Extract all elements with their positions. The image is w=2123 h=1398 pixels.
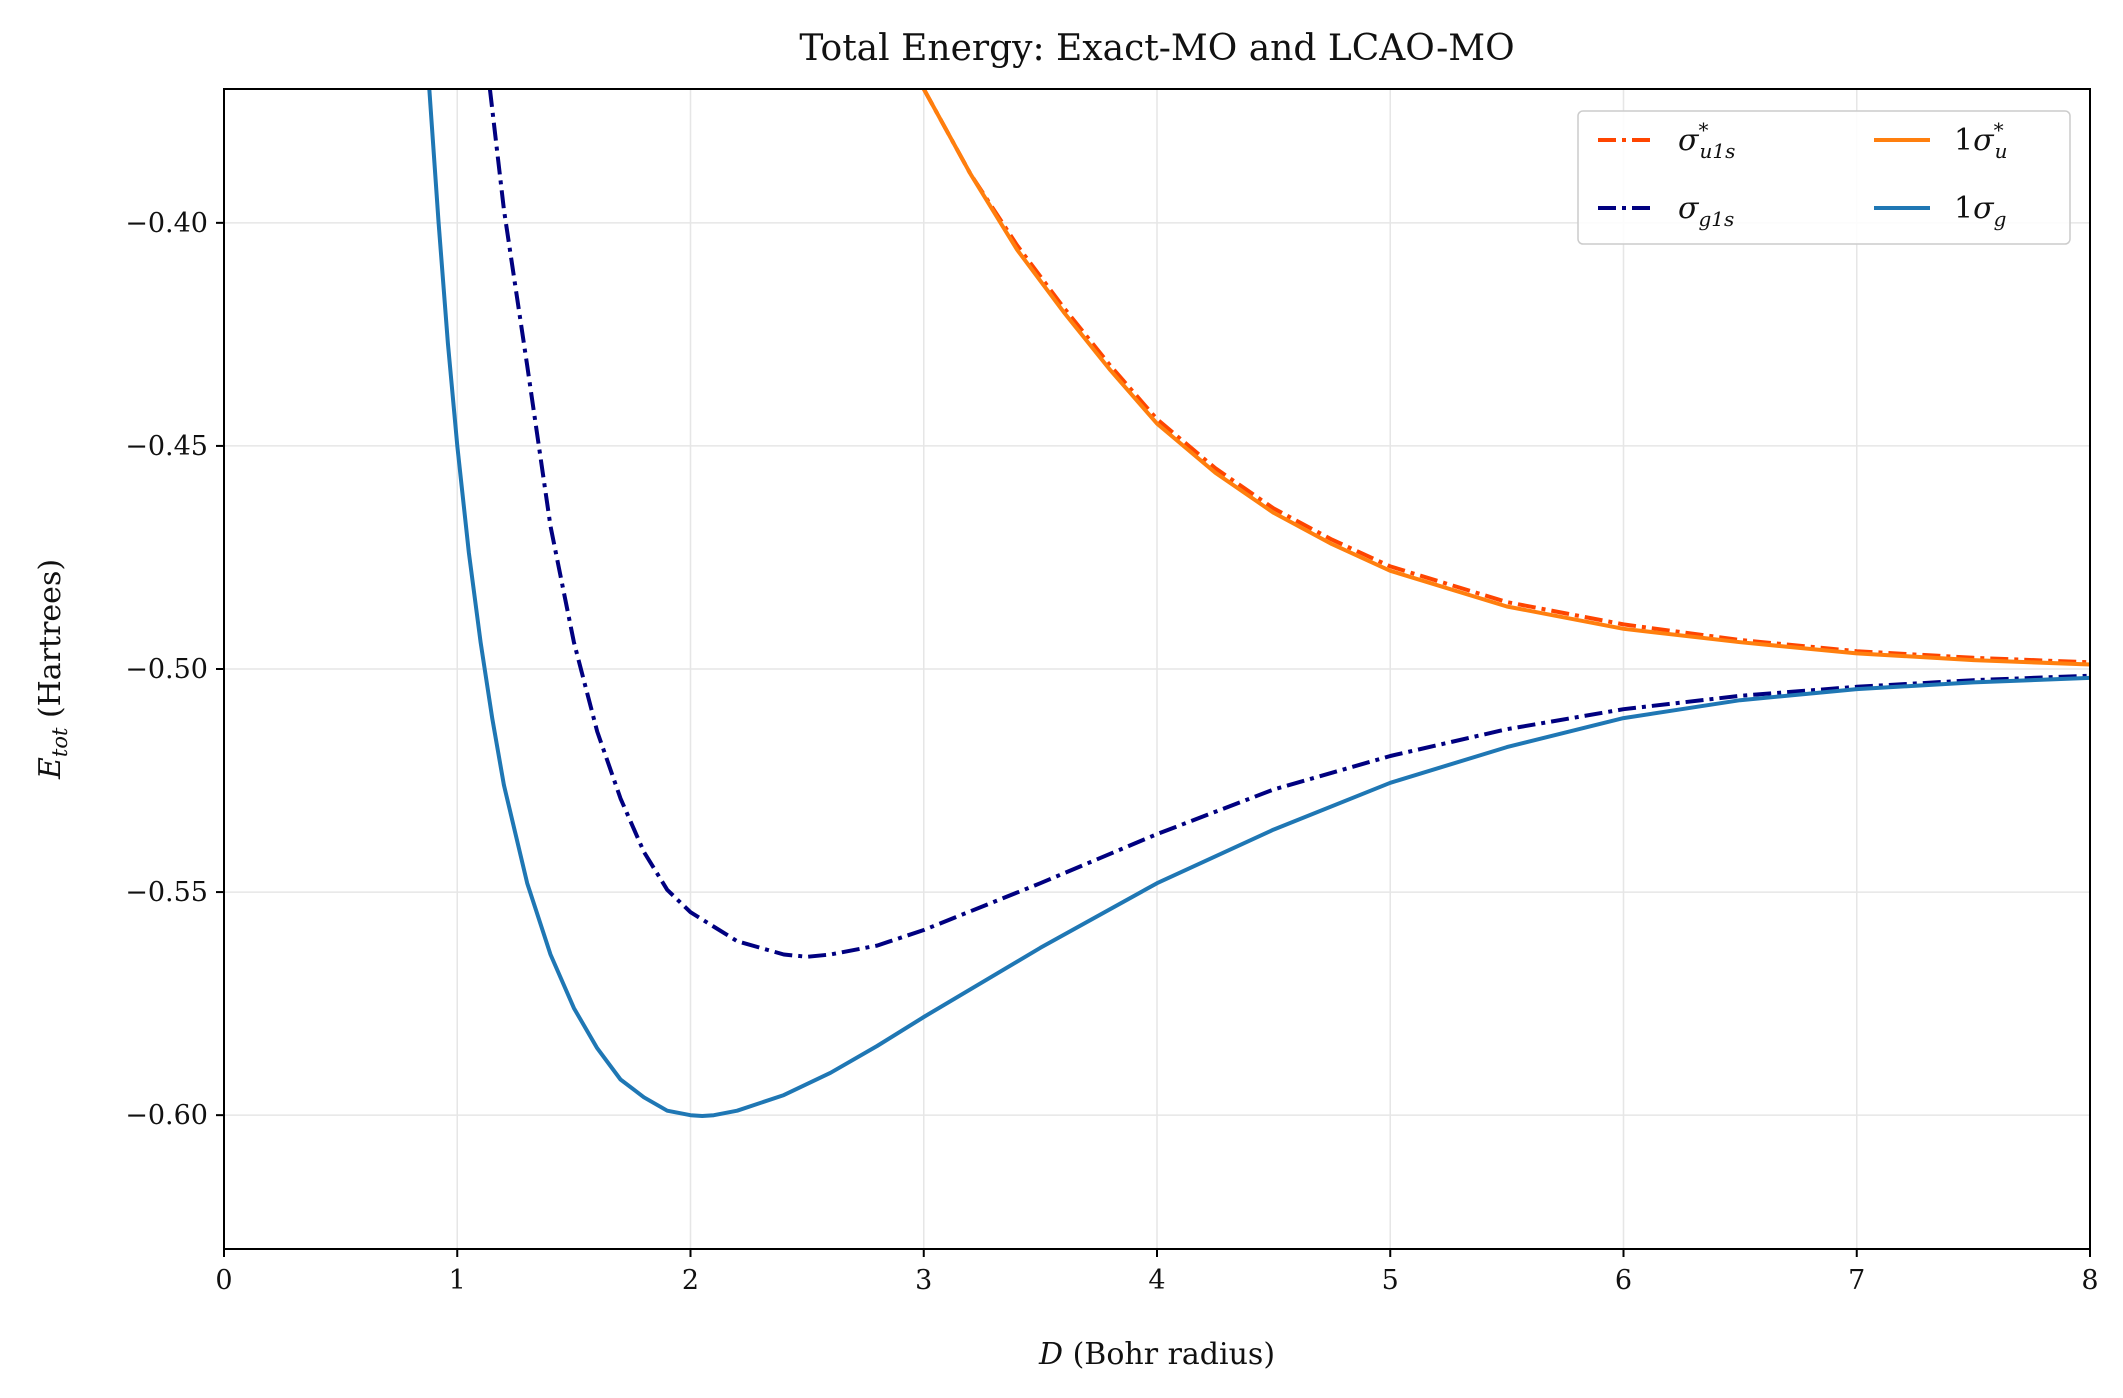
legend-entry-one-sigma-u-star: 1σ* u [1954,118,2007,163]
x-tick-label: 6 [1615,1265,1632,1296]
x-tick-label: 4 [1148,1265,1165,1296]
x-tick-label: 0 [215,1265,232,1296]
y-axis-ticks: −0.60 −0.55 −0.50 −0.45 −0.40 [125,208,224,1131]
legend-box [1577,110,2071,245]
x-axis-label: D (Bohr radius) [1038,1337,1275,1372]
y-tick-label: −0.50 [125,654,208,685]
y-tick-label: −0.45 [125,431,208,462]
y-tick-label: −0.40 [125,208,208,239]
legend-entry-sigma-g1s: σg1s [1678,191,1734,231]
chart-title: Total Energy: Exact-MO and LCAO-MO [799,28,1514,69]
series-line-sigma-g1s [487,89,2090,959]
y-tick-label: −0.60 [125,1100,208,1131]
series-line-one-sigma-u-star [922,89,2090,667]
x-tick-label: 2 [682,1265,699,1296]
legend-entry-sigma-u1s-star: σ* u1s [1678,118,1735,163]
series-group [427,89,2090,1118]
x-tick-label: 1 [449,1265,466,1296]
legend-entry-one-sigma-g: 1σg [1954,191,2006,231]
series-line-one-sigma-g [427,89,2090,1118]
x-axis-ticks: 0 1 2 3 4 5 6 7 8 [215,1249,2099,1296]
legend: σ* u1s 1σ* u σg1s 1σg [1577,110,2071,245]
y-tick-label: −0.55 [125,877,208,908]
series-line-sigma-u1s-star [922,89,2090,665]
x-tick-label: 8 [2081,1265,2098,1296]
x-tick-label: 5 [1382,1265,1399,1296]
y-axis-label: Etot (Hartrees) [33,559,72,780]
x-tick-label: 3 [915,1265,932,1296]
x-tick-label: 7 [1848,1265,1865,1296]
